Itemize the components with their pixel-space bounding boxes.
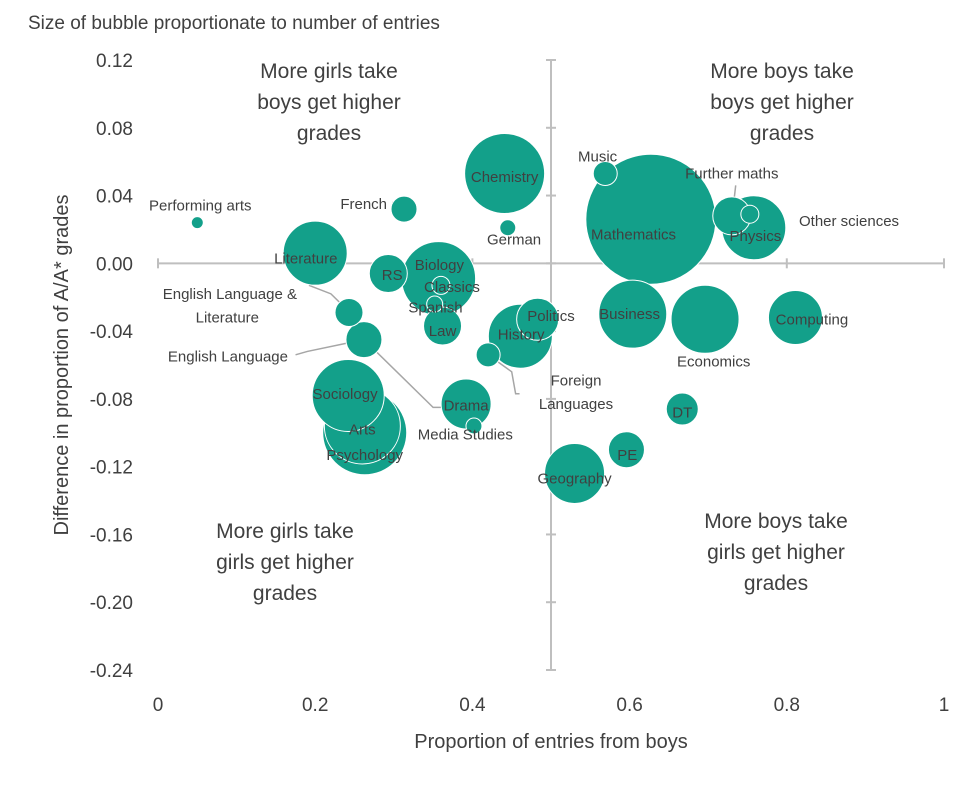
y-tick-label: -0.20 xyxy=(90,593,133,614)
bubble-label: Mathematics xyxy=(591,227,676,244)
y-tick-label: 0.04 xyxy=(96,187,133,208)
bubble-point xyxy=(334,297,364,327)
bubble-label: Geography xyxy=(537,471,612,488)
bubble-label: Literature xyxy=(196,310,259,327)
bubble-point xyxy=(190,216,204,230)
bubble-point xyxy=(390,195,418,223)
quadrant-label-top-left: boys get higher xyxy=(257,91,401,114)
x-tick-label: 1 xyxy=(939,695,950,716)
quadrant-label-top-left: More girls take xyxy=(260,60,398,83)
bubble-label: Chemistry xyxy=(471,169,539,186)
x-axis-label: Proportion of entries from boys xyxy=(414,731,687,753)
bubble-point xyxy=(740,204,760,224)
quadrant-labels: More girls take boys get higher grades More… xyxy=(216,60,854,605)
bubble-point xyxy=(345,321,383,359)
bubble-label: Further maths xyxy=(685,166,778,183)
y-tick-label: 0.00 xyxy=(96,254,133,275)
bubble-label: Foreign xyxy=(551,372,602,389)
bubble-label: RS xyxy=(382,267,403,284)
y-tick-label: 0.12 xyxy=(96,51,133,72)
bubble-point xyxy=(368,254,408,293)
axes: 0 0.2 0.4 0.6 0.8 1 0.12 0.08 0.04 0.00 -0.04 -0.08… xyxy=(90,51,950,716)
bubble-label: Languages xyxy=(539,396,613,413)
bubble-label: German xyxy=(487,232,541,249)
x-tick-label: 0.6 xyxy=(616,695,642,716)
quadrant-label-top-right: grades xyxy=(750,122,814,145)
bubble-point xyxy=(426,295,444,313)
leader-line xyxy=(487,354,520,395)
quadrant-label-bottom-right: girls get higher xyxy=(707,541,845,564)
y-tick-label: -0.16 xyxy=(90,525,133,546)
bubble-point xyxy=(465,417,483,435)
bubble-label: Drama xyxy=(444,398,490,415)
bubble-label: English Language & xyxy=(163,286,297,303)
x-tick-label: 0.2 xyxy=(302,695,328,716)
quadrant-label-bottom-right: grades xyxy=(744,572,808,595)
bubble-point xyxy=(598,279,668,349)
bubble-label: Arts xyxy=(349,421,376,438)
bubble-point xyxy=(767,290,823,346)
bubble-label: Classics xyxy=(424,279,480,296)
bubble-point xyxy=(665,392,699,426)
bubble-point xyxy=(431,275,451,295)
bubble-label: Physics xyxy=(730,228,782,245)
y-axis-label: Difference in proportion of A/A* grades xyxy=(51,195,73,536)
x-tick-label: 0 xyxy=(153,695,164,716)
bubble-label: Sociology xyxy=(313,386,379,403)
quadrant-label-top-left: grades xyxy=(297,122,361,145)
bubble-label: Politics xyxy=(527,308,575,325)
quadrant-label-bottom-left: More girls take xyxy=(216,520,354,543)
bubble-point xyxy=(464,133,546,215)
bubble-label: French xyxy=(340,196,387,213)
bubble-point xyxy=(544,442,606,504)
bubble-point xyxy=(282,220,348,286)
bubble-label: Economics xyxy=(677,354,750,371)
bubble-point xyxy=(499,219,517,237)
bubble-label: Other sciences xyxy=(799,213,899,230)
bubble-label: Business xyxy=(599,306,660,323)
bubble-label: Literature xyxy=(274,250,337,267)
quadrant-label-bottom-left: grades xyxy=(253,582,317,605)
bubble-label: Media Studies xyxy=(418,426,513,443)
bubble-labels: Performing arts French Literature RS Biology… xyxy=(149,149,899,488)
bubble-label: Psychology xyxy=(326,447,403,464)
quadrant-label-bottom-right: More boys take xyxy=(704,510,848,533)
bubbles xyxy=(190,133,823,504)
bubble-point xyxy=(670,284,740,354)
bubble-point xyxy=(592,161,618,187)
bubble-label: PE xyxy=(617,447,637,464)
quadrant-label-top-right: boys get higher xyxy=(710,91,854,114)
bubble-label: History xyxy=(498,327,545,344)
y-tick-label: -0.04 xyxy=(90,322,134,343)
chart-subtitle: Size of bubble proportionate to number o… xyxy=(28,13,440,34)
bubble-label: Law xyxy=(429,323,457,340)
bubble-label: Performing arts xyxy=(149,198,252,215)
bubble-point xyxy=(475,342,501,368)
quadrant-label-top-right: More boys take xyxy=(710,60,854,83)
bubble-label: Biology xyxy=(415,257,465,274)
bubble-label: Music xyxy=(578,149,618,166)
bubble-point xyxy=(311,359,385,432)
y-tick-label: -0.08 xyxy=(90,390,133,411)
quadrant-label-bottom-left: girls get higher xyxy=(216,551,354,574)
bubble-label: Spanish xyxy=(408,299,462,316)
y-tick-label: -0.24 xyxy=(90,661,134,682)
bubble-point xyxy=(516,297,560,341)
x-tick-label: 0.8 xyxy=(774,695,800,716)
y-tick-label: 0.08 xyxy=(96,119,133,140)
y-tick-label: -0.12 xyxy=(90,458,133,479)
bubble-label: DT xyxy=(672,404,692,421)
bubble-label: Computing xyxy=(776,311,849,328)
bubble-point xyxy=(607,431,645,469)
x-tick-label: 0.4 xyxy=(459,695,486,716)
bubble-label: English Language xyxy=(168,349,288,366)
